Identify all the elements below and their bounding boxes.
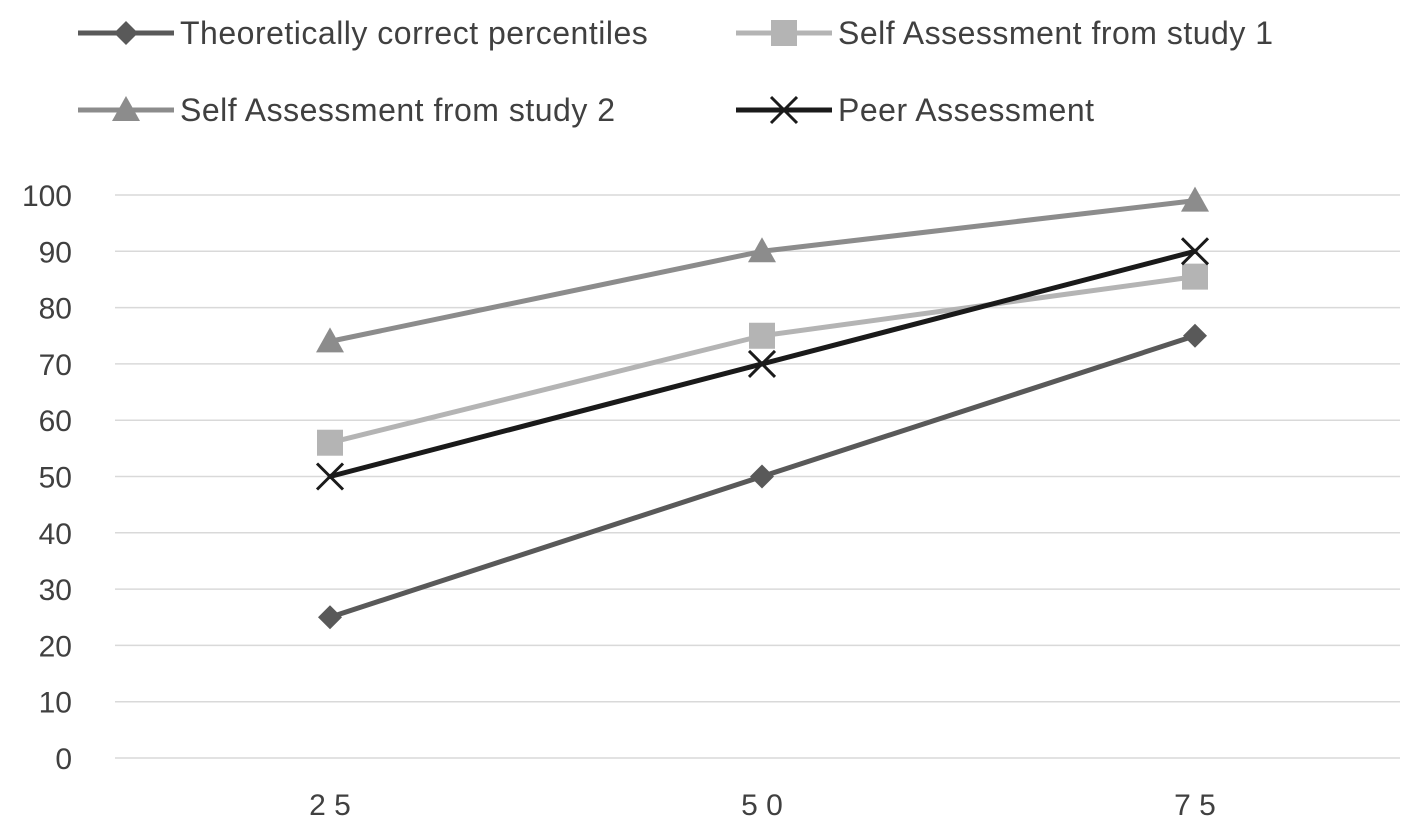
series-3 [315, 237, 1210, 491]
legend-label: Self Assessment from study 2 [180, 92, 616, 128]
data-point [316, 327, 344, 353]
y-tick-label: 30 [39, 574, 72, 607]
series-layer [315, 186, 1210, 630]
legend-marker [114, 21, 138, 45]
legend-item: Theoretically correct percentiles [78, 15, 648, 51]
legend-marker [771, 20, 797, 46]
data-point [750, 464, 774, 489]
data-point [317, 429, 343, 456]
legend-label: Theoretically correct percentiles [180, 15, 648, 51]
data-point [1180, 237, 1210, 266]
legend-marker [112, 96, 140, 121]
legend-item: Peer Assessment [736, 92, 1095, 128]
legend-marker [769, 95, 799, 125]
legend-item: Self Assessment from study 1 [736, 15, 1274, 51]
y-tick-label: 40 [39, 518, 72, 551]
data-point [747, 349, 777, 378]
series-0 [318, 323, 1207, 630]
legend-item: Self Assessment from study 2 [78, 92, 616, 128]
x-tick-label: 5 0 [741, 789, 783, 822]
x-tick-label: 2 5 [309, 789, 351, 822]
y-tick-label: 10 [39, 687, 72, 720]
data-point [749, 322, 775, 349]
legend-label: Peer Assessment [838, 92, 1095, 128]
x-tick-label: 7 5 [1174, 789, 1216, 822]
legend-label: Self Assessment from study 1 [838, 15, 1274, 51]
data-point [315, 462, 345, 491]
data-point [318, 605, 342, 630]
y-tick-label: 100 [22, 180, 72, 213]
series-line [327, 274, 1198, 446]
y-tick-label: 60 [39, 405, 72, 438]
y-axis-ticks: 0 10 20 30 40 50 60 70 80 90 100 [22, 180, 72, 776]
data-point [1181, 186, 1209, 212]
data-point [1182, 263, 1208, 290]
data-point [748, 237, 776, 263]
y-tick-label: 70 [39, 349, 72, 382]
y-tick-label: 20 [39, 630, 72, 663]
data-point [1183, 323, 1207, 348]
x-axis-ticks: 2 5 5 0 7 5 [309, 789, 1216, 822]
y-tick-label: 50 [39, 462, 72, 495]
series-line [327, 198, 1198, 344]
y-tick-label: 0 [55, 743, 72, 776]
y-tick-label: 80 [39, 293, 72, 326]
legend: Theoretically correct percentiles Self As… [78, 15, 1274, 128]
y-tick-label: 90 [39, 236, 72, 269]
series-2 [316, 186, 1209, 353]
series-1 [317, 263, 1208, 456]
